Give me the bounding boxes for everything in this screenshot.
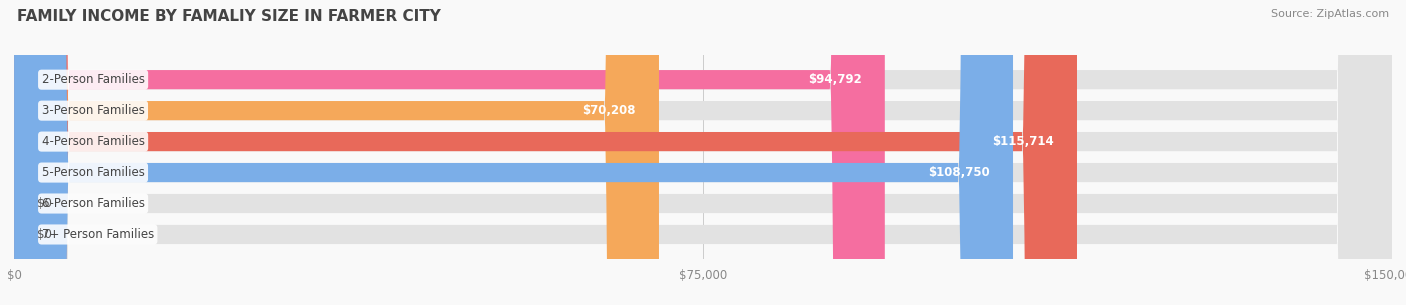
FancyBboxPatch shape [14,0,1392,305]
Text: Source: ZipAtlas.com: Source: ZipAtlas.com [1271,9,1389,19]
Text: 7+ Person Families: 7+ Person Families [42,228,153,241]
Text: $115,714: $115,714 [993,135,1054,148]
FancyBboxPatch shape [14,0,1077,305]
Text: $0: $0 [37,197,52,210]
FancyBboxPatch shape [14,0,659,305]
Text: $70,208: $70,208 [582,104,636,117]
FancyBboxPatch shape [14,0,1392,305]
Text: 3-Person Families: 3-Person Families [42,104,145,117]
Text: $94,792: $94,792 [808,73,862,86]
FancyBboxPatch shape [14,0,1392,305]
Text: 4-Person Families: 4-Person Families [42,135,145,148]
FancyBboxPatch shape [14,0,1012,305]
FancyBboxPatch shape [14,0,1392,305]
Text: 2-Person Families: 2-Person Families [42,73,145,86]
FancyBboxPatch shape [14,0,1392,305]
FancyBboxPatch shape [14,0,884,305]
FancyBboxPatch shape [14,0,1392,305]
Text: $108,750: $108,750 [928,166,990,179]
Text: 5-Person Families: 5-Person Families [42,166,145,179]
Text: $0: $0 [37,228,52,241]
Text: FAMILY INCOME BY FAMALIY SIZE IN FARMER CITY: FAMILY INCOME BY FAMALIY SIZE IN FARMER … [17,9,440,24]
Text: 6-Person Families: 6-Person Families [42,197,145,210]
